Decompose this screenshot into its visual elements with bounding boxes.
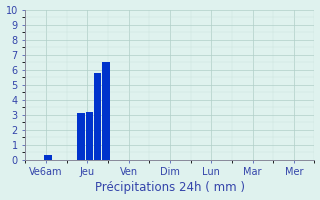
Bar	[44, 155, 52, 160]
Bar	[86, 112, 93, 160]
Bar	[94, 73, 101, 160]
X-axis label: Précipitations 24h ( mm ): Précipitations 24h ( mm )	[95, 181, 245, 194]
Bar	[102, 62, 110, 160]
Bar	[77, 113, 85, 160]
